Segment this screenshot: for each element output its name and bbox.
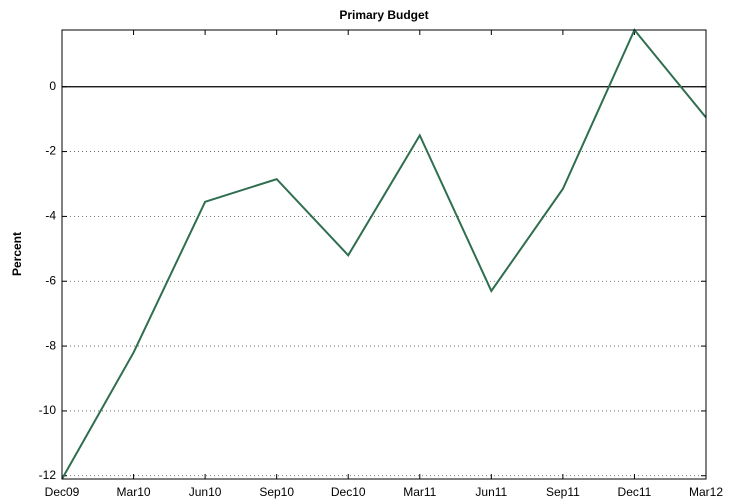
- y-tick-label: -4: [45, 209, 56, 223]
- x-tick-label: Mar11: [403, 485, 436, 499]
- y-tick-label: -10: [39, 403, 57, 417]
- x-tick-label: Jun11: [475, 485, 507, 499]
- y-tick-label: -6: [45, 273, 56, 287]
- x-tick-label: Dec10: [331, 485, 366, 499]
- chart-title: Primary Budget: [339, 8, 428, 22]
- x-tick-label: Sep11: [546, 485, 580, 499]
- x-tick-label: Dec11: [618, 485, 652, 499]
- x-tick-label: Mar10: [117, 485, 151, 499]
- y-axis-label: Percent: [10, 232, 24, 276]
- x-tick-label: Mar12: [689, 485, 723, 499]
- data-line: [61, 28, 707, 480]
- x-tick-label: Jun10: [189, 485, 222, 499]
- x-tick-label: Sep10: [259, 485, 294, 499]
- y-tick-label: -2: [45, 144, 56, 158]
- plot-frame: [61, 29, 707, 480]
- x-tick-label: Dec09: [45, 485, 80, 499]
- y-tick-label: -12: [39, 468, 57, 482]
- y-tick-label: 0: [49, 79, 56, 93]
- y-tick-label: -8: [45, 338, 56, 352]
